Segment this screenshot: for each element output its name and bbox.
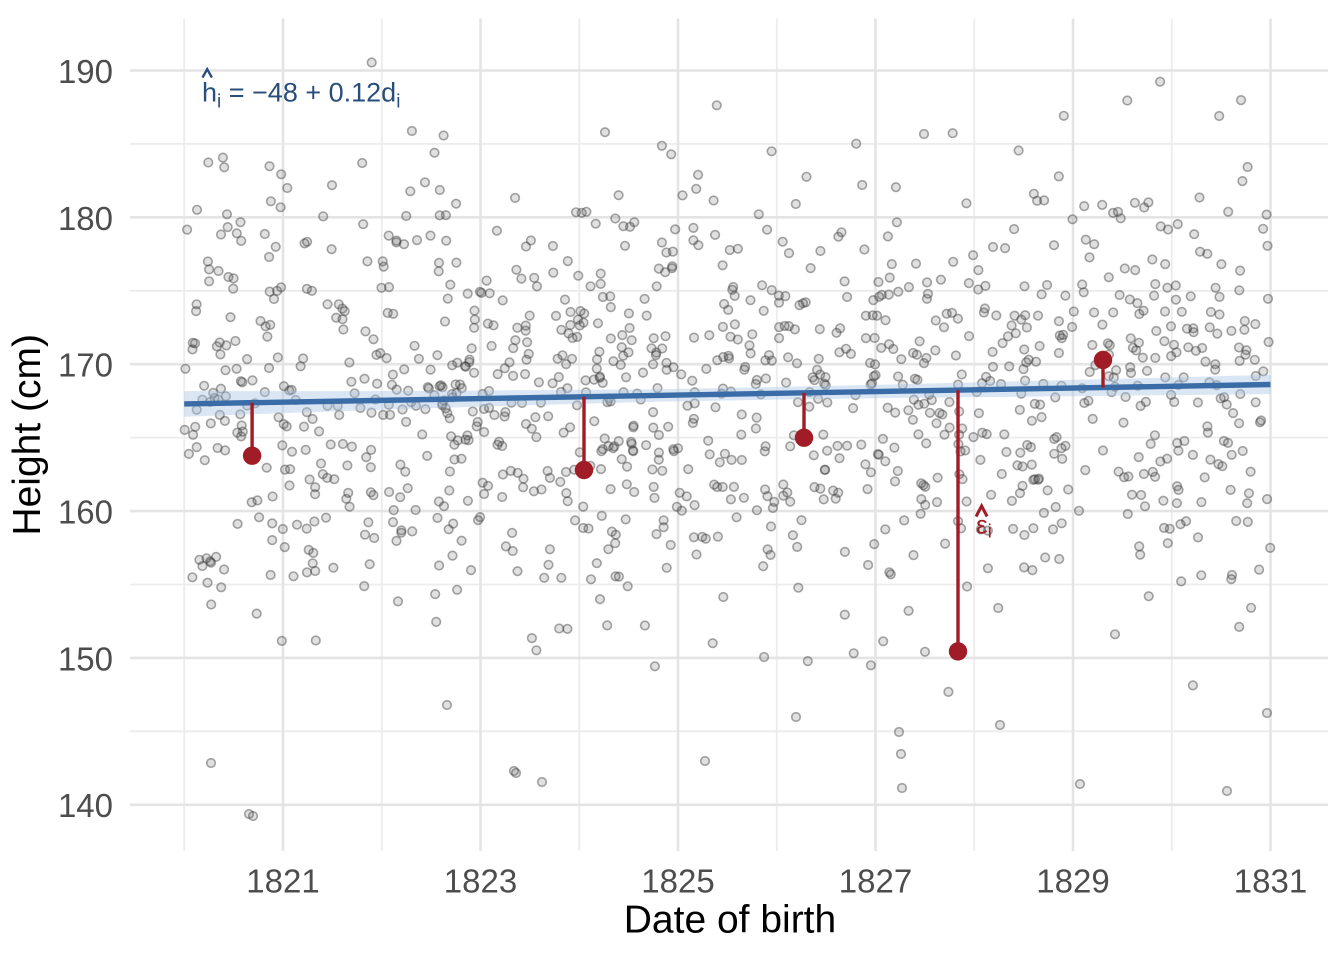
svg-text:180: 180 — [58, 200, 113, 237]
svg-text:1821: 1821 — [246, 863, 319, 900]
svg-text:150: 150 — [58, 640, 113, 677]
svg-text:Date of birth: Date of birth — [624, 899, 836, 942]
svg-text:190: 190 — [58, 53, 113, 90]
svg-text:hi = −48 + 0.12di: hi = −48 + 0.12di — [202, 78, 400, 113]
svg-text:160: 160 — [58, 494, 113, 531]
svg-text:1823: 1823 — [444, 863, 517, 900]
svg-text:1827: 1827 — [839, 863, 912, 900]
svg-text:1831: 1831 — [1234, 863, 1307, 900]
svg-text:140: 140 — [58, 787, 113, 824]
svg-text:1825: 1825 — [641, 863, 714, 900]
svg-text:170: 170 — [58, 347, 113, 384]
svg-text:Height (cm): Height (cm) — [6, 334, 49, 536]
svg-text:1829: 1829 — [1036, 863, 1109, 900]
